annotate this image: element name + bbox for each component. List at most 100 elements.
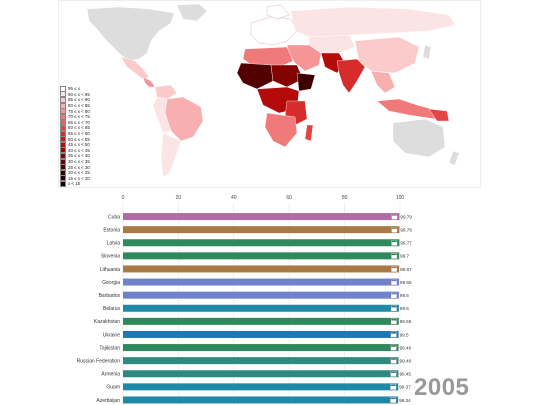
bar bbox=[123, 304, 399, 312]
bar-chart: 0 20 40 60 80 100 Cuba 99.79 Estonia 99.78 Latvia 9… bbox=[77, 195, 412, 405]
legend-label: 65 ≤ x < 70 bbox=[68, 119, 90, 125]
legend-swatch bbox=[60, 175, 66, 182]
value-label: 99.34 bbox=[399, 398, 411, 403]
map-region-scandinavia bbox=[266, 4, 290, 20]
flag-icon bbox=[390, 318, 397, 325]
x-tick-label: 80 bbox=[342, 195, 348, 201]
legend-swatch bbox=[60, 164, 66, 171]
map-region-madagascar bbox=[304, 124, 314, 142]
flag-icon bbox=[390, 278, 398, 286]
legend-label: 75 ≤ x < 80 bbox=[68, 108, 90, 114]
map-region-png bbox=[428, 108, 450, 122]
map-region-china bbox=[354, 36, 420, 74]
legend-label: 35 ≤ x < 40 bbox=[68, 153, 90, 159]
bar bbox=[123, 252, 400, 260]
legend-item: 80 ≤ x < 85 bbox=[60, 102, 100, 109]
legend-swatch bbox=[60, 141, 66, 148]
legend-label: 45 ≤ x < 50 bbox=[68, 142, 90, 148]
year-label: 2005 bbox=[414, 374, 470, 401]
legend-swatch bbox=[60, 108, 66, 115]
x-tick-label: 20 bbox=[176, 195, 182, 201]
legend-item: 25 ≤ x < 30 bbox=[60, 164, 100, 171]
legend-label: 85 ≤ x < 90 bbox=[68, 97, 90, 103]
legend-swatch bbox=[60, 91, 66, 98]
flag-stripe bbox=[391, 331, 397, 334]
flag-icon bbox=[390, 265, 398, 273]
bar bbox=[123, 291, 399, 299]
map-region-central-america bbox=[142, 76, 156, 88]
category-label: Belarus bbox=[103, 306, 120, 312]
value-label: 99.48 bbox=[400, 358, 412, 363]
legend-item: 90 ≤ x < 95 bbox=[60, 91, 100, 98]
map-region-india bbox=[336, 58, 366, 94]
bar bbox=[123, 265, 400, 273]
legend-swatch bbox=[60, 152, 66, 159]
legend-item: 75 ≤ x < 80 bbox=[60, 108, 100, 115]
legend-item: 60 ≤ x < 65 bbox=[60, 124, 100, 131]
flag-stripe bbox=[391, 266, 397, 269]
bar bbox=[123, 330, 399, 338]
flag-stripe bbox=[391, 318, 397, 321]
flag-icon bbox=[390, 370, 397, 377]
value-label: 99.5 bbox=[400, 332, 409, 337]
value-label: 99.45 bbox=[399, 372, 411, 377]
bar bbox=[123, 370, 399, 378]
flag-icon bbox=[391, 213, 398, 220]
category-label: Armenia bbox=[101, 372, 120, 378]
map-region-russia bbox=[290, 6, 456, 38]
value-label: 99.55 bbox=[400, 319, 412, 324]
legend-item: 30 ≤ x < 35 bbox=[60, 158, 100, 165]
legend-item: 35 ≤ x < 40 bbox=[60, 152, 100, 159]
legend-label: 90 ≤ x < 95 bbox=[68, 91, 90, 97]
category-label: Estonia bbox=[103, 227, 120, 233]
choropleth-map bbox=[58, 0, 481, 188]
legend-label: 60 ≤ x < 65 bbox=[68, 125, 90, 131]
legend-swatch bbox=[60, 136, 66, 143]
category-label: Ukraine bbox=[103, 332, 120, 338]
value-label: 99.7 bbox=[400, 254, 409, 259]
legend-label: 80 ≤ x < 85 bbox=[68, 103, 90, 109]
legend-label: 15 ≤ x < 20 bbox=[68, 175, 90, 181]
category-label: Guam bbox=[106, 385, 120, 391]
flag-stripe bbox=[391, 240, 397, 242]
flag-stripe bbox=[391, 292, 397, 295]
map-region-japan bbox=[422, 44, 432, 60]
map-region-southern-cone bbox=[160, 132, 182, 178]
value-label: 99.48 bbox=[400, 345, 412, 350]
legend-swatch bbox=[60, 158, 66, 165]
legend-item: 55 ≤ x < 60 bbox=[60, 130, 100, 137]
map-region-mexico bbox=[120, 56, 150, 80]
flag-icon bbox=[390, 291, 398, 299]
flag-stripe bbox=[390, 371, 396, 373]
legend-label: 70 ≤ x < 75 bbox=[68, 114, 90, 120]
legend-item: 45 ≤ x < 50 bbox=[60, 141, 100, 148]
legend-item: 70 ≤ x < 75 bbox=[60, 113, 100, 120]
flag-icon bbox=[390, 357, 397, 364]
legend-item: 40 ≤ x < 45 bbox=[60, 147, 100, 154]
bar bbox=[123, 213, 400, 221]
map-region-greenland bbox=[176, 3, 208, 22]
value-label: 99.37 bbox=[399, 385, 411, 390]
legend-swatch bbox=[60, 180, 66, 187]
category-label: Cuba bbox=[108, 214, 120, 220]
map-legend: 95 ≤ x 90 ≤ x < 95 85 ≤ x < 90 80 ≤ x < 85 7… bbox=[60, 85, 100, 187]
category-label: Kazakhstan bbox=[94, 319, 120, 325]
legend-swatch bbox=[60, 169, 66, 176]
legend-swatch bbox=[60, 119, 66, 126]
flag-stripe bbox=[391, 253, 397, 256]
map-region-new-zealand bbox=[448, 150, 460, 166]
flag-icon bbox=[390, 252, 398, 260]
flag-stripe bbox=[390, 397, 396, 400]
value-label: 99.67 bbox=[400, 267, 412, 272]
category-label: Slovenia bbox=[101, 254, 120, 260]
legend-label: 40 ≤ x < 45 bbox=[68, 147, 90, 153]
map-region-sahel-east bbox=[270, 64, 304, 88]
category-label: Lithuania bbox=[100, 267, 121, 273]
map-region-australia bbox=[392, 118, 446, 158]
legend-swatch bbox=[60, 113, 66, 120]
map-region-peru-bolivia bbox=[152, 96, 172, 134]
map-region-europe bbox=[250, 16, 298, 46]
legend-label: 25 ≤ x < 30 bbox=[68, 164, 90, 170]
legend-item: 95 ≤ x bbox=[60, 85, 100, 92]
bar bbox=[123, 396, 399, 404]
